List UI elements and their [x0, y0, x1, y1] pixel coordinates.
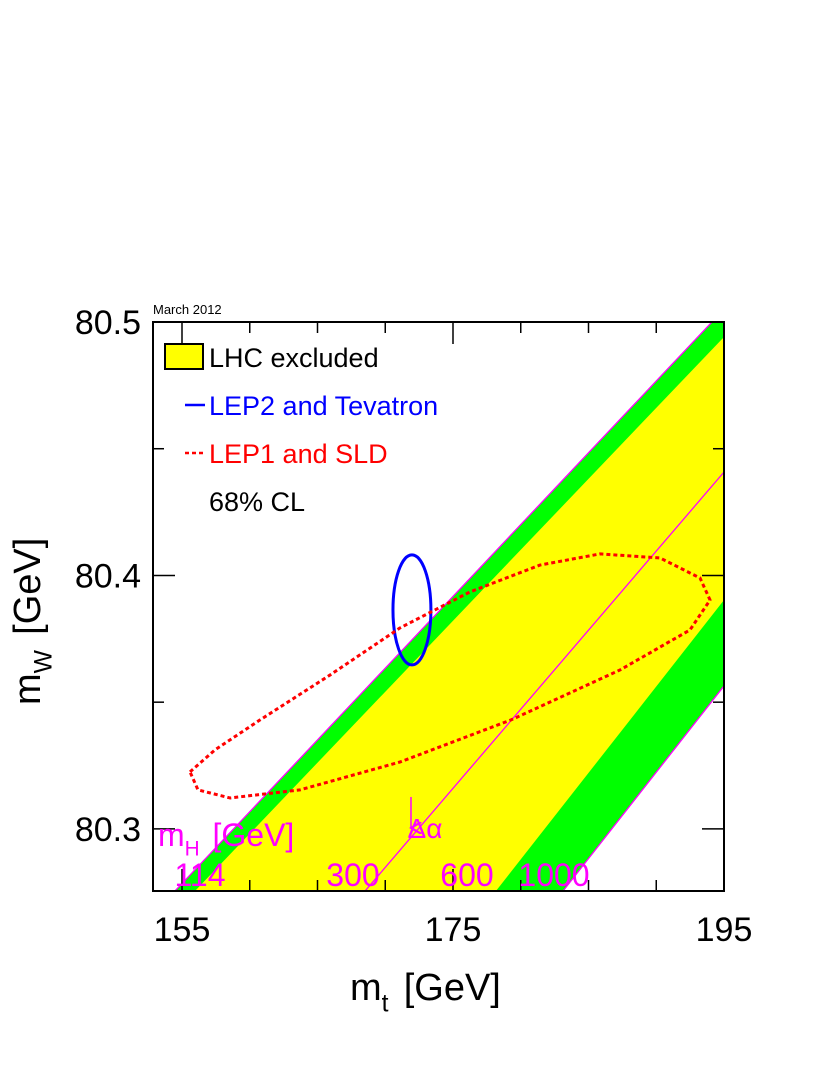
y-axis-title-unit: [GeV]: [7, 538, 49, 635]
legend-label: LHC excluded: [209, 343, 379, 373]
x-axis-title: mt [GeV]: [350, 967, 501, 1017]
legend-label: LEP1 and SLD: [209, 439, 388, 469]
y-tick-label: 80.4: [75, 557, 141, 595]
plot-area: [174, 322, 724, 891]
legend-swatch: [164, 343, 204, 370]
y-axis-title-sub: W: [30, 649, 57, 673]
higgs-mass-label: 114: [174, 857, 225, 893]
ellipse-contour: [391, 553, 433, 667]
higgs-mass-label: 1000: [518, 857, 589, 893]
higgs-label-sub: H: [185, 838, 200, 861]
note: March 2012: [153, 302, 222, 317]
higgs-label-unit: [GeV]: [212, 817, 294, 853]
legend-label: LEP2 and Tevatron: [209, 391, 438, 421]
higgs-label: mH [GeV]: [158, 817, 294, 861]
band-region: [195, 336, 724, 891]
higgs-line: [562, 685, 724, 891]
x-tick-label: 195: [696, 911, 753, 949]
x-axis-title-main: m: [350, 967, 382, 1009]
frame: [152, 321, 725, 892]
higgs-mass-label: 600: [440, 857, 493, 893]
cl-label: 68% CL: [209, 487, 305, 517]
higgs-mass-label: 300: [326, 857, 379, 893]
x-axis-title-sub: t: [382, 990, 389, 1017]
ellipse-contour: [188, 552, 712, 800]
x-tick-label: 175: [425, 911, 482, 949]
higgs-label-main: m: [158, 817, 185, 853]
x-axis-title-unit: [GeV]: [404, 967, 501, 1009]
y-tick-label: 80.5: [75, 304, 141, 342]
y-axis-title-main: m: [7, 673, 49, 705]
delta-alpha-label: Δα: [408, 813, 443, 844]
y-axis-title: mW [GeV]: [7, 538, 57, 705]
higgs-line: [364, 471, 724, 891]
x-tick-label: 155: [154, 911, 211, 949]
y-tick-label: 80.3: [75, 811, 141, 849]
